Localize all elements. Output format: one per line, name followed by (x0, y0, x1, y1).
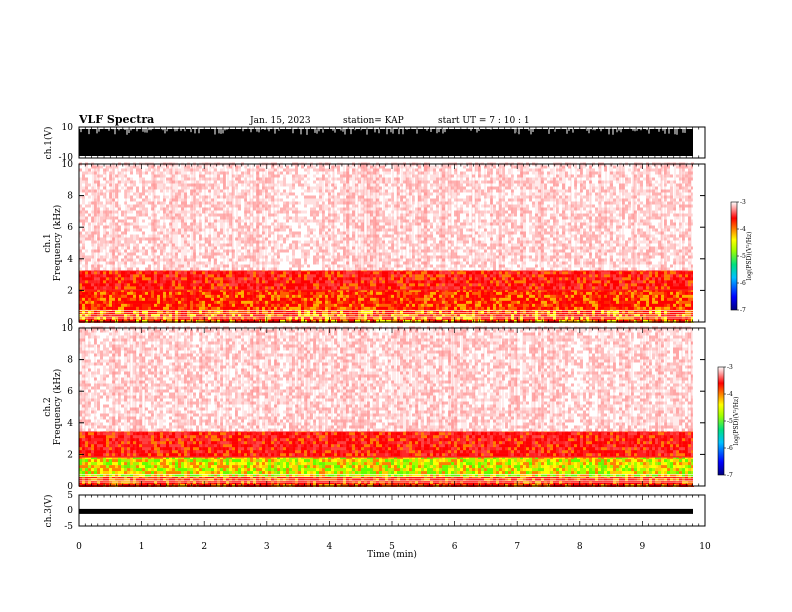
ch2-colorbar (717, 366, 725, 476)
ch2-spec-ytick-label: 6 (67, 387, 73, 397)
ch1-ytick-top: 10 (62, 123, 74, 133)
ch2-spec-ytick-label: 4 (67, 419, 73, 429)
ch2-spectrogram-ylabel-line2: Frequency (kHz) (52, 369, 63, 446)
ch1-spec-ytick-label: 6 (67, 223, 73, 233)
ch1-spec-ytick-label: 0 (67, 318, 73, 328)
ch2-colorbar-tick-label: -6 (727, 445, 733, 452)
x-tick-label: 2 (201, 542, 207, 552)
ch2-spectrogram-image (79, 326, 705, 487)
ch1-spec-blank-strip (693, 164, 705, 322)
x-axis-label: Time (min) (367, 549, 417, 560)
ch3-ytick-top: 5 (67, 491, 73, 501)
ch2-colorbar-tick-label: -4 (727, 391, 733, 398)
ch3-ytick-mid: 0 (67, 506, 73, 516)
ch1-colorbar-tick-label: -7 (740, 307, 746, 314)
ch1-waveform-fill (79, 129, 693, 156)
ch2-colorbar-label: log(PSD)(V²/Hz) (733, 397, 740, 446)
ch2-spectrogram-ylabel-line1: ch.2 (43, 397, 53, 416)
ch1-colorbar-tick-label: -6 (740, 280, 746, 287)
ch3-ytick-bottom: -5 (64, 522, 73, 532)
x-tick-label: 6 (452, 542, 458, 552)
ch1-spec-ytick-label: 4 (67, 255, 73, 265)
chart-title: VLF Spectra (78, 113, 154, 126)
ch2-spec-sferics (81, 328, 693, 486)
ch1-colorbar-tick-label: -3 (740, 199, 746, 206)
ch2-spec-ytick-label: 2 (67, 450, 73, 460)
ch1-spectrogram-ylabel-line2: Frequency (kHz) (52, 205, 63, 282)
x-tick-label: 4 (327, 542, 333, 552)
x-tick-label: 0 (76, 542, 82, 552)
ch1-ytick-bottom: -10 (59, 153, 74, 163)
x-tick-label: 10 (699, 542, 711, 552)
x-tick-label: 7 (514, 542, 520, 552)
ch1-colorbar-tick-label: -4 (740, 226, 746, 233)
ch1-spec-sferics (92, 164, 692, 322)
ch3-waveform-ylabel: ch.3(V) (43, 495, 54, 528)
ch1-colorbar-tick-label: -5 (740, 253, 746, 260)
x-tick-label: 9 (640, 542, 646, 552)
ch1-waveform-ylabel: ch.1(V) (43, 127, 54, 160)
ch1-spectrogram-image (79, 162, 705, 323)
panel-ch3-waveform: 5 0 -5 ch.3(V) (43, 491, 706, 532)
ch2-spec-blank-strip (693, 328, 705, 486)
ch1-spectrogram-ylabel-line1: ch.1 (43, 233, 53, 252)
ch3-waveform-band (79, 508, 693, 514)
start-time-label: start UT = 7 : 10 : 1 (438, 116, 530, 126)
ch1-spec-ytick-label: 8 (67, 192, 73, 202)
ch1-colorbar-label: log(PSD)(V²/Hz) (746, 232, 753, 281)
station-label: station= KAP (343, 116, 404, 126)
ch2-colorbar-tick-label: -3 (727, 364, 733, 371)
time-axis: 0 1 2 3 4 5 6 7 8 9 10 (76, 127, 711, 552)
ch2-colorbar-tick-label: -7 (727, 472, 733, 479)
x-tick-label: 3 (264, 542, 270, 552)
panel-ch1-waveform: 10 -10 ch.1(V) (43, 123, 706, 163)
ch1-colorbar (730, 201, 738, 311)
ch1-spec-ytick-label: 2 (67, 286, 73, 296)
ch2-colorbar-tick-label: -5 (727, 418, 733, 425)
ch1-waveform-trace (79, 127, 693, 156)
ch2-spec-ytick-label: 10 (62, 324, 74, 334)
x-tick-label: 1 (139, 542, 145, 552)
date-label: Jan. 15, 2023 (249, 116, 311, 126)
ch1-spec-ytick-label: 10 (62, 160, 74, 170)
ch2-spec-ytick-label: 0 (67, 482, 73, 492)
x-tick-label: 8 (577, 542, 583, 552)
x-tick-label: 5 (389, 542, 395, 552)
ch2-spec-ytick-label: 8 (67, 356, 73, 366)
ch3-waveform-trace (79, 508, 693, 514)
